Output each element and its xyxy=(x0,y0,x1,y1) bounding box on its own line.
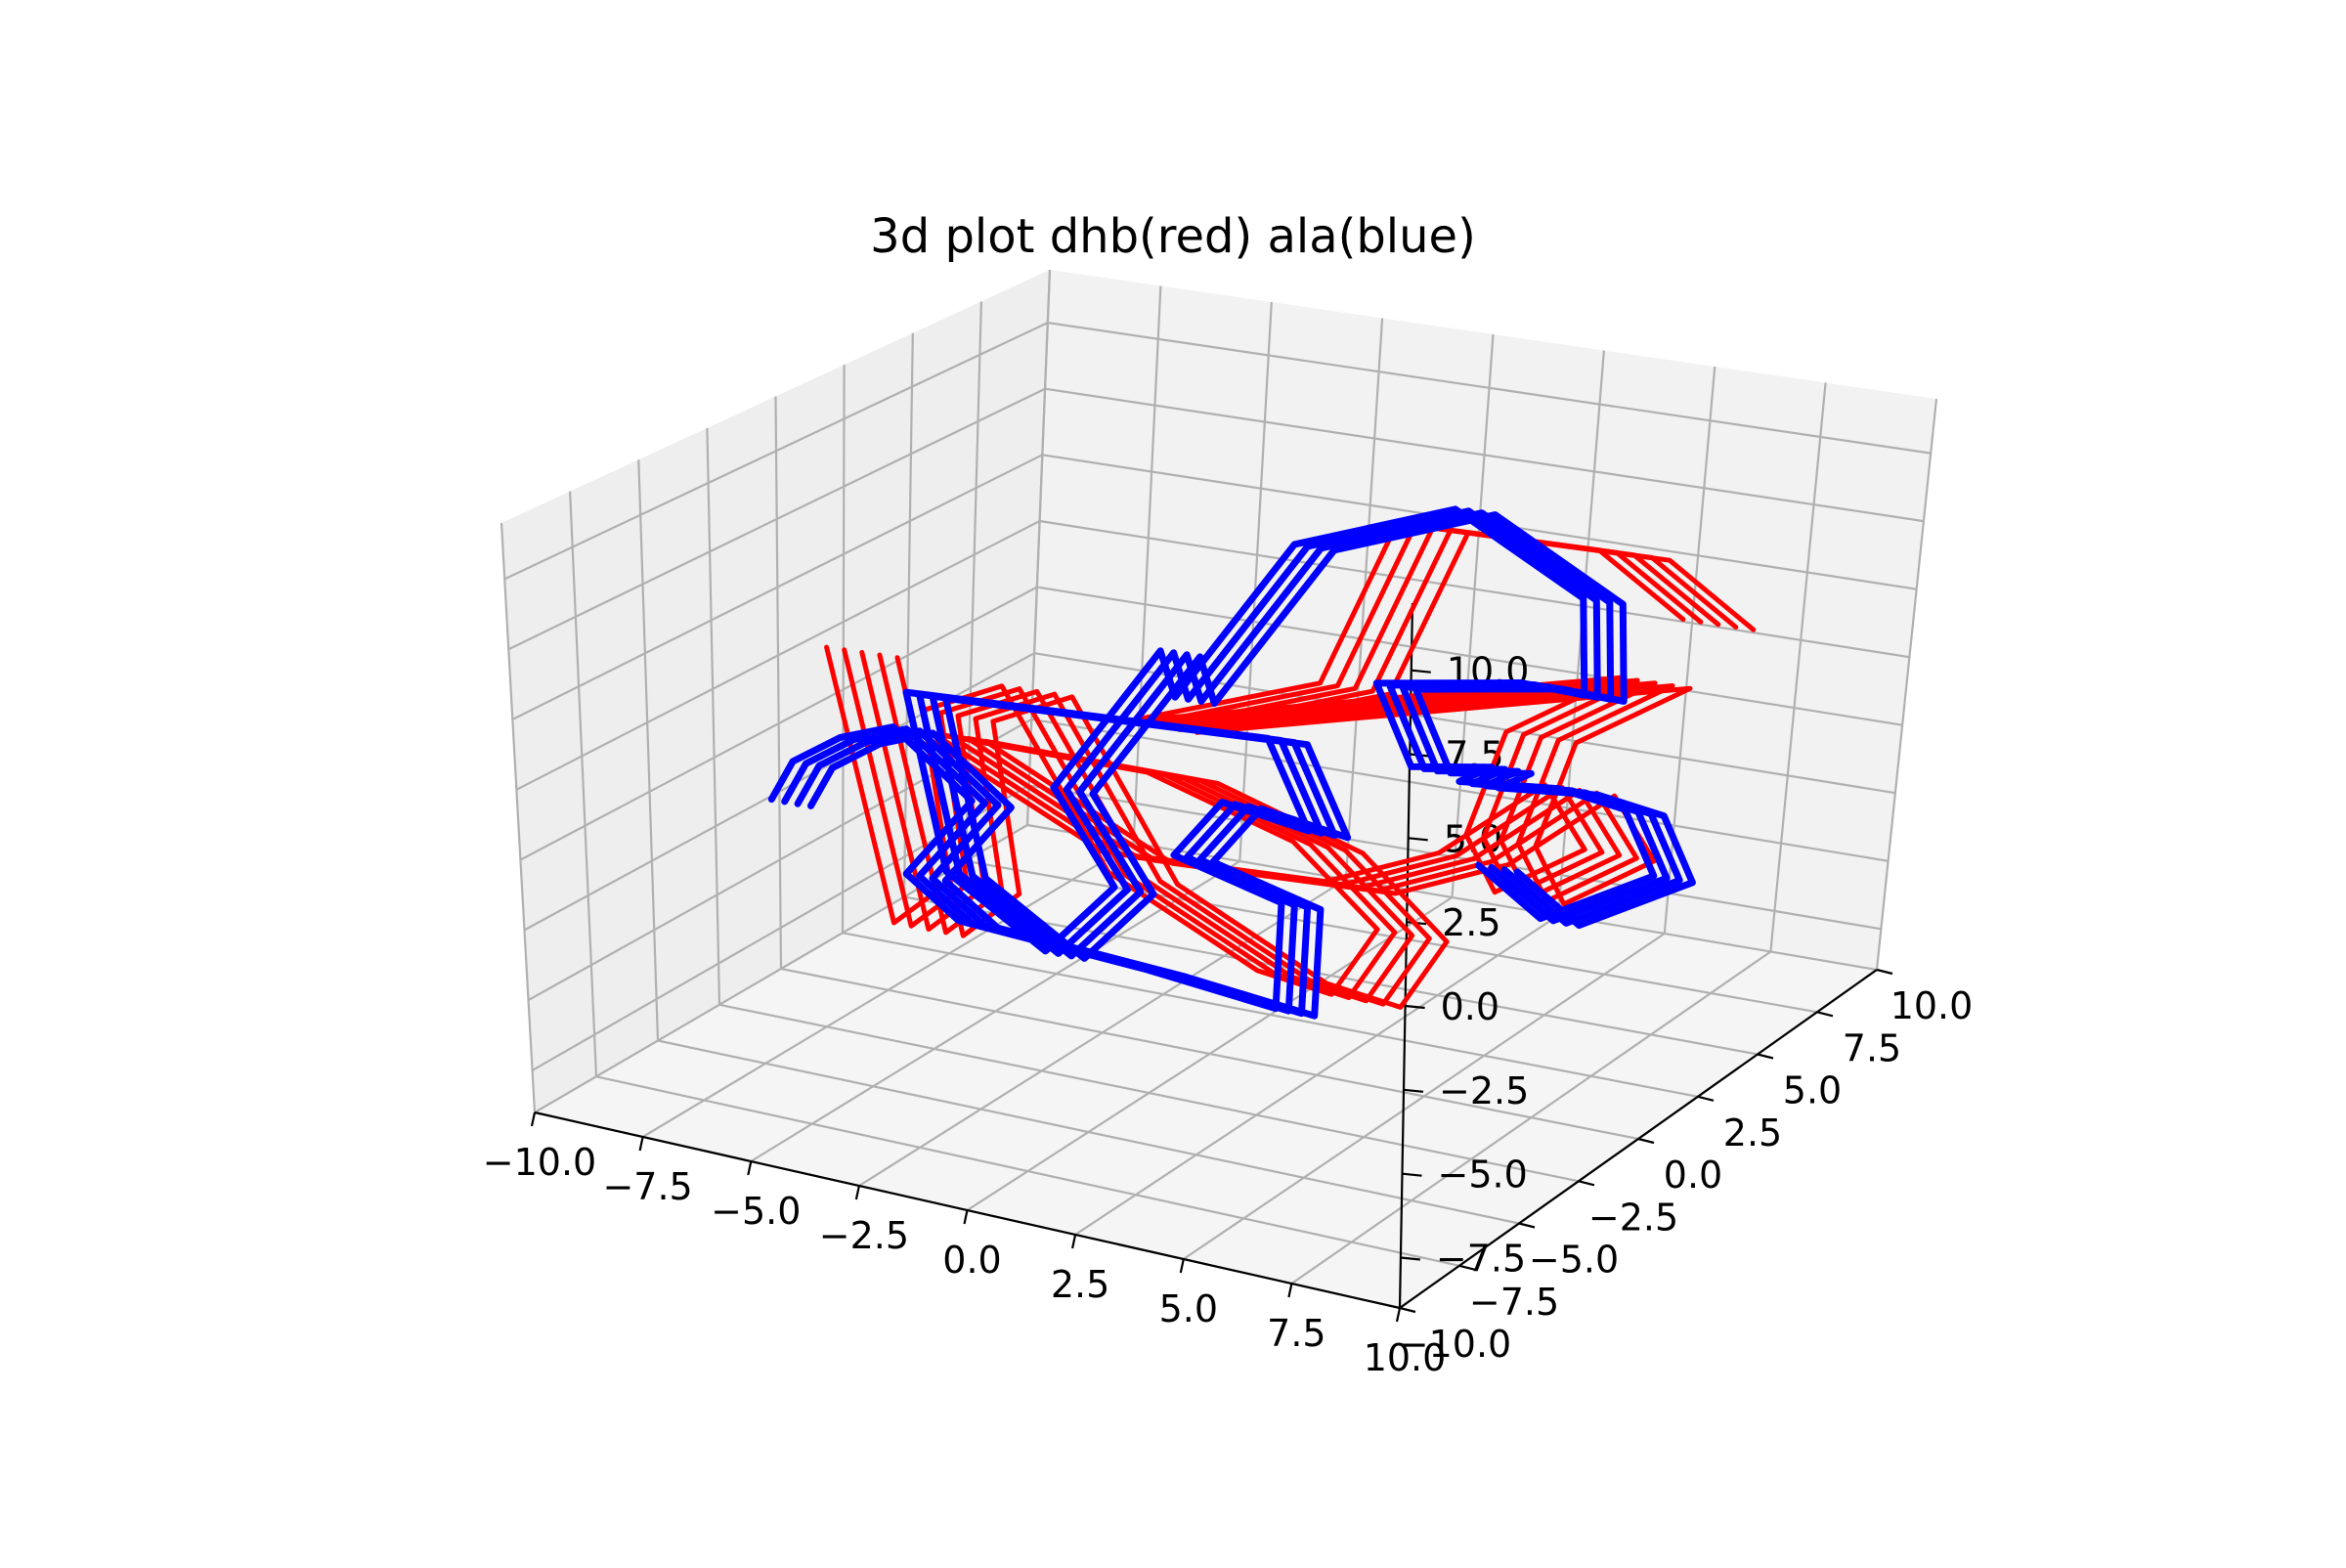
x-tick xyxy=(530,1111,537,1127)
y-tick xyxy=(1637,1137,1655,1145)
y-tick-label: −7.5 xyxy=(1469,1281,1559,1324)
axes: −10.0−7.5−5.0−2.50.02.55.07.510.0−10.0−7… xyxy=(483,602,1974,1379)
blue-series-line xyxy=(807,511,1696,1020)
z-tick-label: 2.5 xyxy=(1442,901,1500,944)
gridline-x-back xyxy=(1769,382,1827,952)
z-tick xyxy=(1400,1256,1421,1261)
x-tick xyxy=(1179,1258,1185,1274)
y-tick-label: 0.0 xyxy=(1664,1154,1722,1197)
gridline-y-floor xyxy=(657,1039,1520,1225)
x-tick-label: 10.0 xyxy=(1364,1336,1447,1379)
z-axis-line xyxy=(1398,602,1414,1309)
z-tick xyxy=(1403,1088,1424,1093)
gridline-y-left xyxy=(774,396,783,970)
y-tick-label: 5.0 xyxy=(1783,1069,1842,1112)
gridline-y-left xyxy=(637,459,660,1041)
gridline-z-left xyxy=(507,387,1046,651)
gridline-z-back xyxy=(1044,387,1925,523)
gridline-y-floor xyxy=(1026,823,1878,972)
gridline-y-floor xyxy=(595,1075,1460,1267)
gridline-x-back xyxy=(1451,333,1495,898)
y-tick-label: 7.5 xyxy=(1843,1026,1901,1069)
y-tick xyxy=(1697,1095,1715,1102)
y-tick xyxy=(1816,1011,1834,1018)
x-tick-label: 0.0 xyxy=(942,1239,1001,1282)
y-tick xyxy=(1578,1180,1595,1187)
z-tick xyxy=(1408,837,1428,842)
z-tick xyxy=(1405,1004,1425,1010)
z-tick-label: −7.5 xyxy=(1436,1238,1526,1281)
gridline-z-left xyxy=(519,586,1038,861)
chart-title: 3d plot dhb(red) ala(blue) xyxy=(870,209,1476,264)
y-tick-label: −5.0 xyxy=(1529,1239,1619,1282)
gridline-z-back xyxy=(1039,519,1910,659)
gridline-y-floor xyxy=(780,967,1639,1141)
gridline-z-back xyxy=(1031,718,1889,862)
z-tick-label: 0.0 xyxy=(1441,985,1499,1028)
y-tick xyxy=(1458,1264,1476,1271)
y-tick xyxy=(1757,1053,1774,1060)
y-tick-label: −2.5 xyxy=(1588,1196,1678,1239)
x-tick-label: −5.0 xyxy=(711,1190,801,1233)
gridline-z-back xyxy=(1036,586,1903,726)
x-tick xyxy=(638,1136,644,1152)
x-tick-label: 7.5 xyxy=(1267,1312,1325,1355)
plot-area xyxy=(767,505,1757,1020)
gridline-x-back xyxy=(1344,318,1384,880)
gridline-y-floor xyxy=(718,1003,1580,1183)
z-tick xyxy=(1411,669,1431,674)
y-tick xyxy=(1399,1306,1416,1314)
gridline-z-left xyxy=(511,454,1043,720)
x-tick xyxy=(854,1185,860,1200)
gridline-y-left xyxy=(902,332,914,897)
x-tick-label: 5.0 xyxy=(1159,1287,1218,1330)
x-tick xyxy=(1287,1283,1293,1298)
y-tick-label: 10.0 xyxy=(1890,984,1974,1027)
gridline-y-left xyxy=(569,491,598,1077)
gridline-y-left xyxy=(706,427,721,1005)
x-tick xyxy=(963,1209,969,1225)
y-tick xyxy=(1518,1222,1536,1229)
z-tick-label: −2.5 xyxy=(1439,1069,1529,1112)
gridline-y-left xyxy=(500,522,537,1113)
z-tick xyxy=(1402,1172,1422,1177)
gridline-x-back xyxy=(1875,398,1938,971)
x-tick-label: −2.5 xyxy=(819,1214,909,1257)
y-tick xyxy=(1876,968,1893,976)
y-tick-label: −10.0 xyxy=(1398,1323,1511,1366)
gridline-z-back xyxy=(1047,322,1932,455)
x-tick-label: −10.0 xyxy=(483,1141,596,1184)
gridline-y-floor xyxy=(903,895,1759,1056)
gridline-x-back xyxy=(1132,285,1162,844)
red-series-line xyxy=(894,530,1757,1010)
x-tick xyxy=(747,1160,753,1176)
z-tick-label: −5.0 xyxy=(1438,1154,1528,1197)
gridline-y-floor xyxy=(842,932,1699,1098)
gridline-x-back xyxy=(1238,301,1273,862)
gridline-z-left xyxy=(515,520,1041,791)
gridline-z-left xyxy=(503,322,1049,581)
x-tick xyxy=(1395,1307,1402,1323)
x-tick xyxy=(1071,1234,1077,1249)
y-tick-label: 2.5 xyxy=(1723,1111,1782,1154)
x-tick-label: −7.5 xyxy=(602,1165,692,1208)
x-tick-label: 2.5 xyxy=(1051,1263,1109,1306)
back-pane xyxy=(1027,270,1936,970)
